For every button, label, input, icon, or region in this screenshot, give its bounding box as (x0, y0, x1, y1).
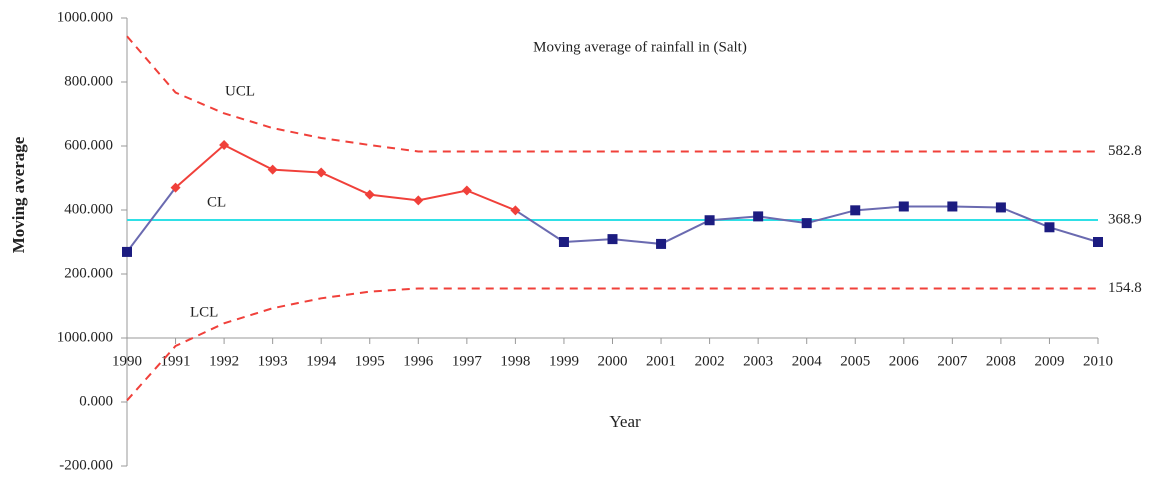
point (170, 182, 181, 193)
x-tick-label: 2000 (598, 353, 628, 369)
point (558, 237, 569, 247)
control-line (126, 287, 1098, 402)
x-tick-label: 2006 (889, 353, 920, 369)
x-tick-label: 1993 (258, 353, 288, 369)
y-axis-title: Moving average (9, 136, 28, 253)
y-tick-label: 1000.000 (57, 329, 113, 345)
y-tick-label: 800.000 (64, 73, 113, 89)
line-label: CL (207, 194, 226, 210)
end-value-label: 368.9 (1108, 211, 1142, 227)
x-tick-label: 1995 (355, 353, 385, 369)
x-tick-label: 2008 (986, 353, 1016, 369)
x-tick-label: 2003 (743, 353, 773, 369)
x-tick-label: 2007 (937, 353, 968, 369)
x-tick-label: 2004 (792, 353, 823, 369)
line-label: LCL (190, 304, 218, 320)
y-tick-label: 1000.000 (57, 9, 113, 25)
point (461, 185, 472, 196)
point (753, 211, 764, 222)
y-tick-label: 200.000 (64, 265, 113, 281)
point (122, 246, 132, 257)
x-tick-label: 2002 (695, 353, 725, 369)
x-tick-label: 1994 (306, 353, 337, 369)
point (898, 201, 909, 212)
point (267, 164, 278, 175)
point (801, 218, 812, 229)
x-tick-label: 1997 (452, 353, 483, 369)
point (316, 167, 327, 178)
chart-title: Moving average of rainfall in (Salt) (533, 39, 747, 55)
y-tick-label: -200.000 (59, 457, 113, 473)
line-label: UCL (225, 83, 255, 99)
point (947, 201, 958, 212)
y-tick-label: 600.000 (64, 137, 113, 153)
x-tick-label: 1992 (209, 353, 239, 369)
data-line (126, 186, 177, 253)
x-axis-title: Year (609, 412, 641, 431)
y-tick-label: 0.000 (79, 393, 113, 409)
end-value-label: 582.8 (1108, 143, 1142, 159)
x-tick-label: 1990 (112, 353, 142, 369)
point (1044, 222, 1055, 233)
point (995, 202, 1006, 213)
end-value-label: 154.8 (1108, 280, 1142, 296)
data-line (563, 205, 1099, 245)
x-tick-label: 2009 (1034, 353, 1064, 369)
x-tick-label: 1991 (161, 353, 191, 369)
data-line (514, 209, 565, 243)
point (413, 195, 424, 206)
x-tick-label: 2001 (646, 353, 676, 369)
x-tick-label: 1998 (500, 353, 530, 369)
point (510, 205, 521, 216)
y-tick-label: 400.000 (64, 201, 113, 217)
x-tick-label: 2010 (1083, 353, 1113, 369)
x-tick-label: 2005 (840, 353, 870, 369)
point (607, 234, 618, 245)
control-line (126, 35, 1098, 153)
point (704, 215, 715, 226)
data-line (174, 143, 516, 212)
x-tick-label: 1999 (549, 353, 579, 369)
point (656, 238, 667, 249)
point (219, 140, 230, 151)
point (1093, 237, 1103, 247)
point (850, 205, 861, 216)
point (364, 189, 375, 200)
x-tick-label: 1996 (403, 353, 434, 369)
